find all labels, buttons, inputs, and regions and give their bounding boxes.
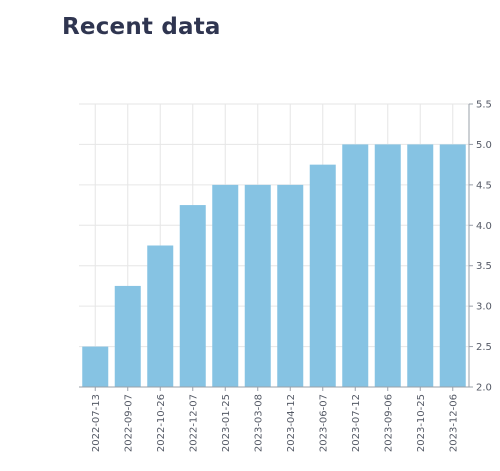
bar-2023-10-25 [407, 144, 434, 387]
y-tick-label: 5.5 [476, 100, 492, 111]
y-tick-label: 3.0 [476, 302, 492, 313]
x-tick-label: 2023-10-25 [416, 394, 427, 452]
bar-2023-03-08 [244, 184, 271, 387]
bar-2022-10-26 [147, 245, 174, 387]
chart-bars [82, 144, 466, 387]
y-tick-label: 2.5 [476, 342, 492, 353]
bar-2023-07-12 [342, 144, 369, 387]
y-tick-label: 5.0 [476, 140, 492, 151]
bar-2022-07-13 [82, 346, 109, 387]
x-axis-ticks: 2022-07-13 2022-09-07 2022-10-26 2022-12-07… [91, 387, 459, 452]
page-title: Recent data [62, 14, 221, 40]
x-tick-label: 2023-09-06 [383, 394, 394, 452]
bar-2023-06-07 [309, 164, 336, 387]
x-tick-label: 2023-03-08 [253, 394, 264, 452]
x-tick-label: 2023-07-12 [351, 394, 362, 452]
x-tick-label: 2023-01-25 [221, 394, 232, 452]
bar-2023-09-06 [374, 144, 401, 387]
bar-2023-01-25 [212, 184, 239, 387]
x-tick-label: 2022-07-13 [91, 394, 102, 452]
bar-2023-04-12 [277, 184, 304, 387]
y-tick-label: 4.0 [476, 221, 492, 232]
y-tick-label: 2.0 [476, 383, 492, 394]
x-tick-label: 2023-12-06 [448, 394, 459, 452]
bar-2023-12-06 [439, 144, 466, 387]
x-tick-label: 2022-12-07 [188, 394, 199, 452]
x-tick-label: 2022-10-26 [156, 394, 167, 452]
y-tick-label: 4.5 [476, 180, 492, 191]
x-tick-label: 2023-04-12 [286, 394, 297, 452]
y-tick-label: 3.5 [476, 261, 492, 272]
bar-2022-09-07 [114, 285, 141, 387]
x-tick-label: 2022-09-07 [123, 394, 134, 452]
chart-axes [79, 104, 470, 388]
y-axis-ticks: 2.0 2.5 3.0 3.5 4.0 4.5 5.0 5.5 [469, 100, 492, 394]
bar-2022-12-07 [179, 205, 206, 387]
x-tick-label: 2023-06-07 [318, 394, 329, 452]
